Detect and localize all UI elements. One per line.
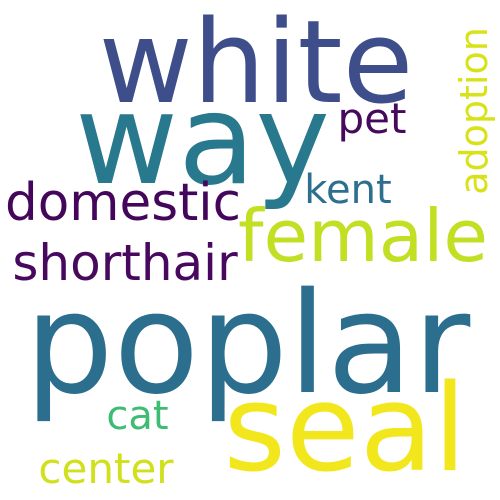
- word-way: way: [75, 65, 330, 213]
- word-seal: seal: [223, 360, 467, 499]
- word-female: female: [238, 195, 488, 280]
- word-pet: pet: [337, 94, 407, 143]
- word-poplar: poplar: [24, 263, 471, 426]
- word-domestic: domestic: [5, 172, 241, 233]
- word-adoption: adoption: [451, 26, 496, 195]
- word-shorthair: shorthair: [12, 234, 238, 292]
- word-white: white: [98, 0, 414, 130]
- word-center: center: [38, 444, 174, 493]
- word-kent: kent: [304, 167, 392, 213]
- word-cat: cat: [106, 393, 169, 439]
